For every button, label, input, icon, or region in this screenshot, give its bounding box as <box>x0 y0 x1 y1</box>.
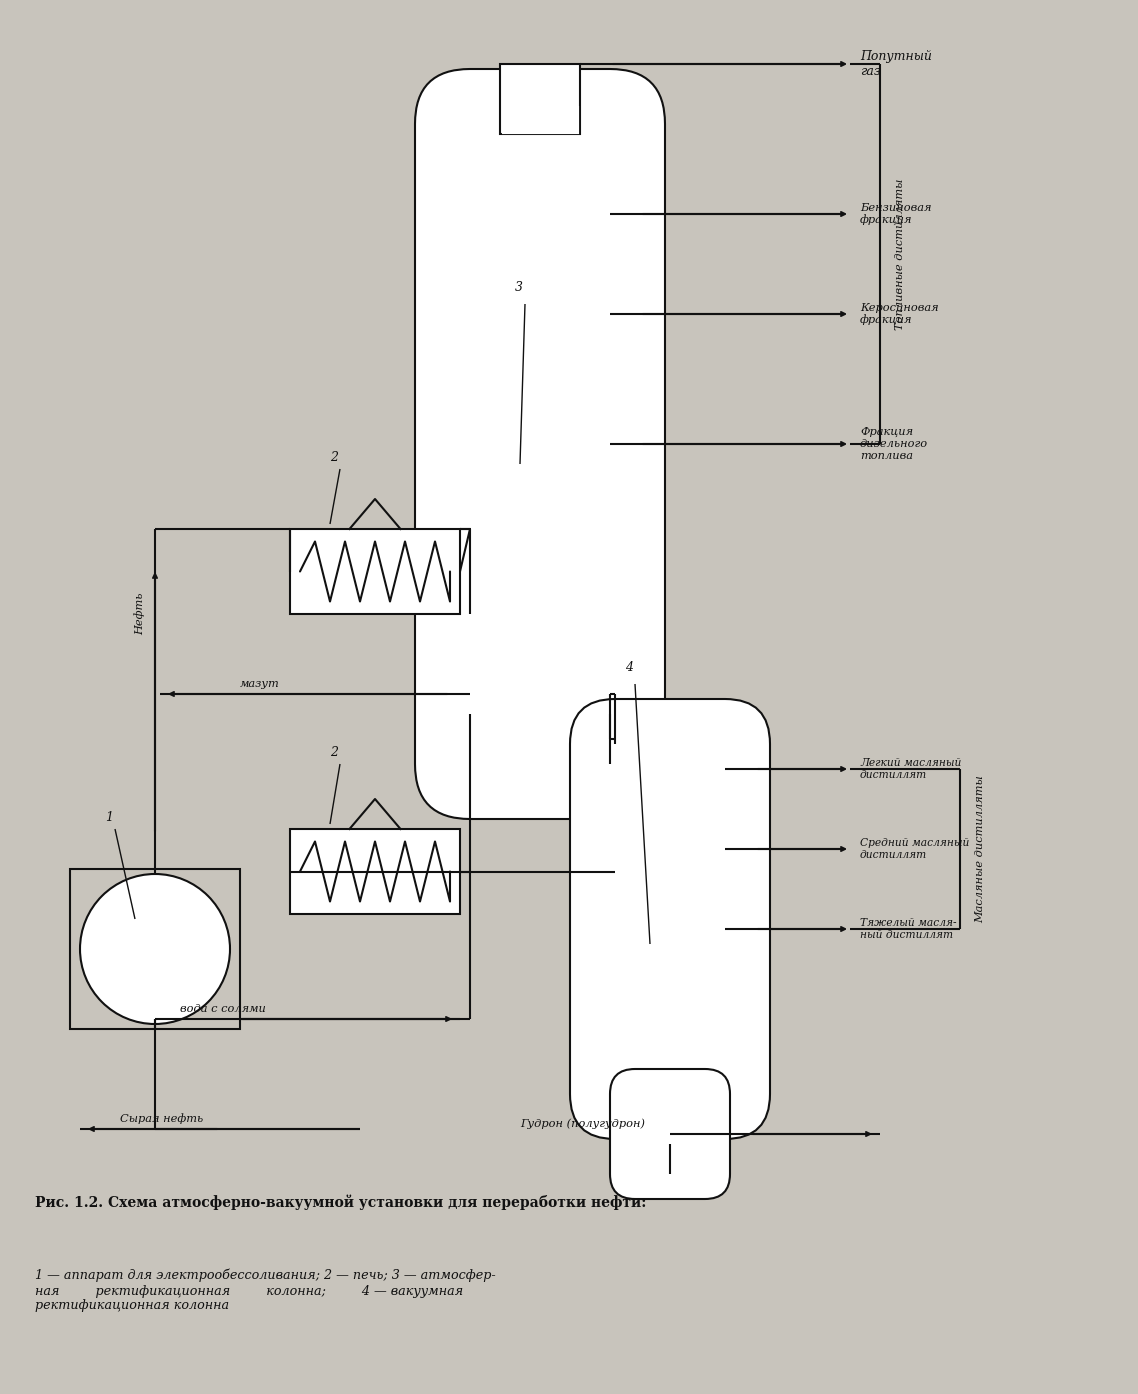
Text: 3: 3 <box>516 282 523 294</box>
Text: Гудрон (полугудрон): Гудрон (полугудрон) <box>520 1118 645 1129</box>
Text: 1: 1 <box>105 811 113 824</box>
Text: 2: 2 <box>330 452 338 464</box>
Circle shape <box>80 874 230 1025</box>
Text: Масляные дистилляты: Масляные дистилляты <box>975 775 986 923</box>
Text: 4: 4 <box>625 661 633 675</box>
Text: Бензиновая
фракция: Бензиновая фракция <box>860 202 932 226</box>
FancyBboxPatch shape <box>415 68 665 820</box>
FancyBboxPatch shape <box>610 1069 729 1199</box>
Bar <box>290 829 460 914</box>
Text: Нефть: Нефть <box>134 592 146 636</box>
Text: Легкий масляный
дистиллят: Легкий масляный дистиллят <box>860 758 962 779</box>
Bar <box>71 868 240 1029</box>
Bar <box>640 1087 700 1103</box>
Bar <box>502 106 578 134</box>
Bar <box>500 64 580 134</box>
Text: Средний масляный
дистиллят: Средний масляный дистиллят <box>860 838 970 860</box>
Text: вода с солями: вода с солями <box>180 1004 266 1013</box>
Text: 1 — аппарат для электрообессоливания; 2 — печь; 3 — атмосфер-
ная         ректиф: 1 — аппарат для электрообессоливания; 2 … <box>35 1269 496 1313</box>
Text: Тяжелый масля-
ный дистиллят: Тяжелый масля- ный дистиллят <box>860 919 957 940</box>
Text: Топливные дистилляты: Топливные дистилляты <box>894 178 905 330</box>
Text: 2: 2 <box>330 746 338 758</box>
Text: Сырая нефть: Сырая нефть <box>119 1114 204 1124</box>
Text: Попутный
газ: Попутный газ <box>860 50 932 78</box>
Text: Керосиновая
фракция: Керосиновая фракция <box>860 302 939 325</box>
Bar <box>290 528 460 613</box>
Text: Фракция
дизельного
топлива: Фракция дизельного топлива <box>860 428 929 460</box>
Text: мазут: мазут <box>240 679 280 689</box>
Text: Рис. 1.2. Схема атмосферно-вакуумной установки для переработки нефти:: Рис. 1.2. Схема атмосферно-вакуумной уст… <box>35 1195 646 1210</box>
FancyBboxPatch shape <box>570 698 770 1139</box>
